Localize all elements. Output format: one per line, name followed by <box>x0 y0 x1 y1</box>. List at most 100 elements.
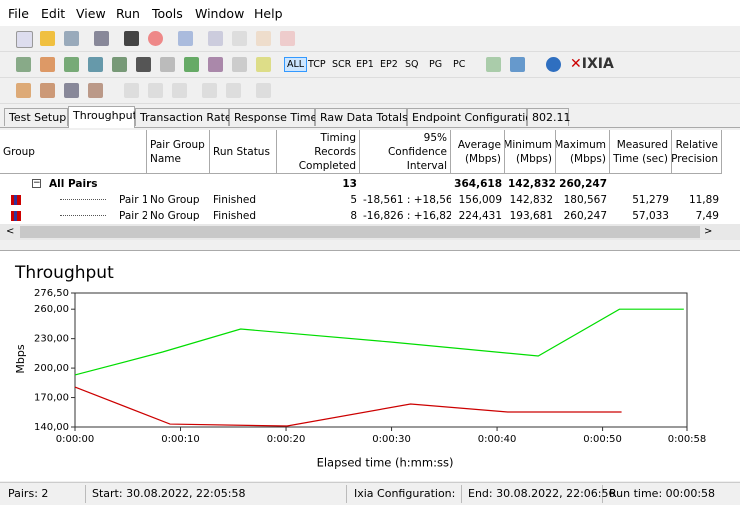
tab[interactable]: Throughput <box>68 106 137 128</box>
column-header[interactable]: Minimum (Mbps) <box>505 130 556 174</box>
icon[interactable] <box>232 31 247 46</box>
icon[interactable] <box>256 83 271 98</box>
chart: Throughput Mbps Elapsed time (h:mm:ss) 1… <box>14 263 707 470</box>
tab[interactable]: 802.11 <box>527 108 571 126</box>
scroll-right[interactable]: > <box>704 226 713 237</box>
table-cell: 156,009 <box>458 194 502 206</box>
collapse-toggle[interactable]: − <box>32 179 41 188</box>
menu-item[interactable]: Window <box>195 6 245 21</box>
icon[interactable] <box>64 57 79 72</box>
icon[interactable] <box>148 83 163 98</box>
x-tick-label: 0:00:50 <box>583 434 622 445</box>
x-axis-label: Elapsed time (h:mm:ss) <box>317 456 454 470</box>
icon[interactable] <box>40 31 55 46</box>
table-cell: 142,832 <box>508 178 556 190</box>
icon[interactable] <box>88 83 103 98</box>
filter-button[interactable]: EP1 <box>356 59 374 70</box>
column-header[interactable]: Run Status <box>210 130 277 174</box>
x-tick-label: 0:00:40 <box>478 434 517 445</box>
scroll-left[interactable]: < <box>6 226 15 237</box>
toolbar-2: ✕IXIA ALL TCP SCR EP1 EP2 SQ PG PC <box>0 52 740 78</box>
filter-button[interactable]: EP2 <box>380 59 398 70</box>
menu-item[interactable]: Help <box>254 6 283 21</box>
tab[interactable]: Raw Data Totals <box>315 108 408 126</box>
menu-item[interactable]: Edit <box>41 6 66 21</box>
icon[interactable] <box>148 31 163 46</box>
column-header[interactable]: Pair Group Name <box>147 130 210 174</box>
icon[interactable] <box>226 83 241 98</box>
tab-bar: Test Setup Throughput Transaction Rate Resp… <box>0 106 740 128</box>
toolbar-3 <box>0 78 740 104</box>
column-header[interactable]: Maximum (Mbps) <box>556 130 610 174</box>
table-cell: 224,431 <box>458 210 502 222</box>
icon[interactable] <box>124 83 139 98</box>
icon[interactable] <box>232 57 247 72</box>
column-header[interactable]: Timing Records Completed <box>277 130 360 174</box>
icon[interactable] <box>178 31 193 46</box>
column-header-text: Average (Mbps) <box>457 138 501 165</box>
icon[interactable] <box>16 31 33 48</box>
column-header[interactable]: Group <box>0 130 147 174</box>
icon[interactable] <box>208 31 223 46</box>
icon[interactable] <box>208 57 223 72</box>
icon[interactable] <box>184 57 199 72</box>
menu-item[interactable]: File <box>8 6 29 21</box>
icon[interactable] <box>486 57 501 72</box>
column-header-text: Maximum (Mbps) <box>556 138 606 165</box>
horizontal-scrollbar[interactable]: < > <box>0 224 740 240</box>
column-header[interactable]: Measured Time (sec) <box>610 130 672 174</box>
chart-title: Throughput <box>14 263 114 283</box>
menu-item[interactable]: Run <box>116 6 140 21</box>
icon[interactable] <box>16 57 31 72</box>
icon[interactable] <box>160 57 175 72</box>
scroll-thumb[interactable] <box>20 226 700 238</box>
status-separator <box>85 485 86 503</box>
icon[interactable] <box>64 31 79 46</box>
icon[interactable] <box>40 83 55 98</box>
menu-item[interactable]: View <box>76 6 106 21</box>
filter-button[interactable]: TCP <box>308 59 326 70</box>
status-field: Pairs: 2 <box>8 487 49 500</box>
pair-icon <box>11 211 21 221</box>
icon[interactable] <box>256 57 271 72</box>
icon[interactable] <box>202 83 217 98</box>
icon[interactable] <box>40 57 55 72</box>
icon[interactable] <box>16 83 31 98</box>
table-cell: 193,681 <box>509 210 553 222</box>
tab[interactable]: Endpoint Configuration <box>407 108 539 126</box>
filter-button[interactable]: PC <box>453 59 466 70</box>
icon[interactable] <box>112 57 127 72</box>
icon[interactable] <box>280 31 295 46</box>
table-cell: No Group <box>150 194 200 206</box>
icon[interactable] <box>94 31 109 46</box>
icon[interactable] <box>546 57 561 72</box>
icon[interactable] <box>64 83 79 98</box>
icon[interactable] <box>124 31 139 46</box>
column-header-text: Relative Precision <box>672 138 719 165</box>
table-cell: Finished <box>213 194 257 206</box>
tab[interactable]: Transaction Rate <box>135 108 232 126</box>
column-header[interactable]: Average (Mbps) <box>451 130 505 174</box>
menu-item[interactable]: Tools <box>152 6 183 21</box>
x-tick-label: 0:00:30 <box>372 434 411 445</box>
filter-button[interactable]: SQ <box>405 59 419 70</box>
status-field: End: 30.08.2022, 22:06:56 <box>468 487 616 500</box>
tab[interactable]: Test Setup <box>4 108 68 126</box>
column-header-text: Timing Records Completed <box>298 131 356 172</box>
icon[interactable] <box>136 57 151 72</box>
filter-button[interactable]: PG <box>429 59 443 70</box>
tree-line <box>60 215 106 216</box>
icon[interactable] <box>256 31 271 46</box>
column-header[interactable]: Relative Precision <box>672 130 722 174</box>
filter-button[interactable]: SCR <box>332 59 352 70</box>
icon[interactable] <box>172 83 187 98</box>
x-tick-label: 0:00:58 <box>668 434 707 445</box>
filter-button[interactable]: ALL <box>284 57 308 72</box>
column-header[interactable]: 95% Confidence Interval <box>360 130 451 174</box>
icon[interactable] <box>88 57 103 72</box>
table-cell: -16,826 : +16,826 <box>363 210 451 222</box>
tab[interactable]: Response Time <box>229 108 317 126</box>
status-field: Run time: 00:00:58 <box>609 487 716 500</box>
icon[interactable] <box>510 57 525 72</box>
